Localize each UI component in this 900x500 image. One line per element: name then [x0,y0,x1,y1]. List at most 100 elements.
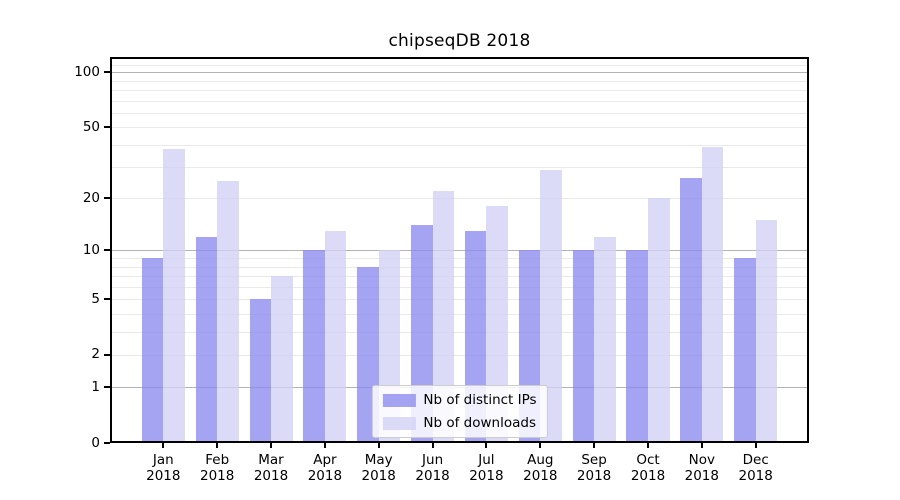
x-label-year: 2018 [307,467,343,484]
bar-distinct-ips-sep [572,250,595,443]
gridline-major-10 [110,250,809,252]
x-tick-jan [162,443,165,448]
x-label-apr: Apr 2018 [289,452,361,485]
x-label-year: 2018 [146,467,181,484]
x-label-oct: Oct 2018 [612,452,684,485]
gridline-minor-50 [110,127,809,129]
x-label-mar: Mar 2018 [235,452,307,485]
x-tick-may [377,443,380,448]
gridline-minor-6 [110,286,809,288]
x-label-year: 2018 [200,467,235,484]
bar-downloads-nov [701,146,724,443]
gridline-minor-5 [110,299,809,300]
y-tick-50 [104,126,110,129]
bar-downloads-oct [648,198,670,443]
bar-downloads-apr [324,231,347,443]
y-label-10: 10 [82,241,100,258]
gridline-minor-8 [110,266,809,268]
gridline-minor-20 [110,198,809,200]
bar-downloads-jun [432,191,455,443]
x-label-feb: Feb 2018 [181,452,253,485]
x-label-jan: Jan 2018 [127,452,199,485]
x-label-month: Mar [258,452,284,468]
bar-downloads-aug [540,169,562,443]
legend-swatch-downloads [382,416,416,430]
x-label-dec: Dec 2018 [720,452,792,485]
gridline-minor-90 [110,80,809,82]
x-label-month: Oct [636,452,660,468]
gridline-minor-3 [110,331,809,333]
gridline-minor-110 [110,64,809,66]
bar-distinct-ips-oct [626,250,648,443]
legend: Nb of distinct IPs Nb of downloads [371,385,548,438]
x-tick-oct [647,443,649,448]
bar-distinct-ips-nov [680,178,702,443]
x-label-year: 2018 [523,467,558,484]
x-label-month: Jul [478,452,495,468]
y-label-2: 2 [91,346,100,363]
x-label-year: 2018 [469,467,504,484]
x-label-year: 2018 [576,467,612,484]
x-label-sep: Sep 2018 [558,452,630,485]
gridline-minor-70 [110,100,809,102]
x-label-month: Nov [688,452,715,468]
x-label-month: Jun [422,452,444,468]
x-label-month: Feb [205,452,230,468]
y-label-5: 5 [91,290,100,307]
x-label-aug: Aug 2018 [504,452,576,485]
x-tick-jul [485,443,488,448]
x-tick-sep [593,443,596,448]
bar-downloads-jul [486,206,508,443]
gridline-major-100 [110,72,809,74]
y-tick-1 [104,386,110,389]
legend-item-distinct-ips: Nb of distinct IPs [382,392,537,408]
x-label-may: May 2018 [343,452,415,485]
plot-area: Nb of distinct IPs Nb of downloads [110,57,809,443]
y-tick-20 [104,197,110,200]
x-label-year: 2018 [630,467,666,484]
x-label-month: Dec [742,452,769,468]
y-tick-10 [104,249,110,252]
bar-distinct-ips-apr [303,250,325,443]
x-tick-apr [323,443,326,448]
gridline-minor-9 [110,258,809,259]
gridline-minor-60 [110,112,809,114]
gridline-minor-7 [110,275,809,277]
x-tick-dec [754,443,757,448]
x-label-year: 2018 [684,467,719,484]
bar-downloads-mar [271,275,293,443]
x-tick-feb [216,443,219,448]
bar-distinct-ips-dec [734,258,756,443]
x-label-month: Jan [152,452,174,468]
y-label-20: 20 [82,189,100,206]
bar-downloads-jan [163,148,185,443]
y-label-50: 50 [82,118,100,135]
x-label-jun: Jun 2018 [397,452,469,485]
bar-downloads-sep [594,236,616,443]
legend-label-distinct-ips: Nb of distinct IPs [423,392,537,408]
x-label-month: Apr [313,452,337,468]
gridline-minor-2 [110,354,809,356]
gridline-minor-30 [110,167,809,169]
legend-swatch-distinct-ips [382,393,416,407]
y-label-0: 0 [91,434,100,451]
chart-title: chipseqDB 2018 [388,31,531,51]
x-tick-jun [431,443,434,448]
x-label-year: 2018 [361,467,396,484]
y-tick-2 [104,353,110,356]
gridline-minor-40 [110,144,809,146]
x-label-year: 2018 [415,467,450,484]
legend-item-downloads: Nb of downloads [382,415,536,431]
y-label-100: 100 [74,63,100,80]
x-label-month: May [364,452,393,468]
x-label-month: Aug [527,452,554,468]
x-label-jul: Jul 2018 [450,452,522,485]
legend-label-downloads: Nb of downloads [423,415,536,431]
bar-distinct-ips-feb [195,236,218,443]
x-tick-nov [700,443,703,448]
bar-distinct-ips-jan [141,258,164,443]
x-label-year: 2018 [738,467,773,484]
bar-distinct-ips-mar [249,299,271,443]
bar-downloads-feb [217,181,239,443]
